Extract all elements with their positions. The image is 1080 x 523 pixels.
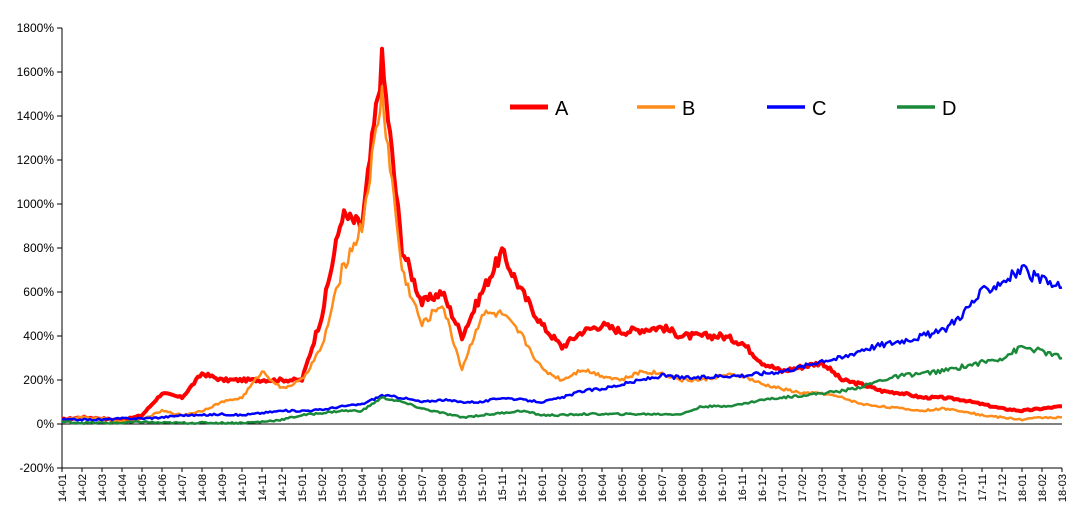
series-layer <box>61 46 1063 426</box>
x-tick-label: 16-01 <box>537 474 549 502</box>
x-tick-label: 18-01 <box>1017 474 1029 502</box>
y-tick-label: 1600% <box>17 65 55 79</box>
x-tick-label: 14-05 <box>137 474 149 502</box>
x-tick-label: 14-06 <box>157 474 169 502</box>
x-tick-label: 17-05 <box>857 474 869 502</box>
x-tick-label: 15-08 <box>437 474 449 502</box>
x-tick-label: 16-05 <box>617 474 629 502</box>
x-tick-label: 15-12 <box>517 474 529 502</box>
x-tick-label: 15-05 <box>377 474 389 502</box>
x-tick-label: 18-03 <box>1057 474 1069 502</box>
x-tick-label: 17-09 <box>937 474 949 502</box>
x-tick-label: 18-02 <box>1037 474 1049 502</box>
x-tick-label: 14-03 <box>97 474 109 502</box>
x-tick-label: 16-03 <box>577 474 589 502</box>
y-tick-label: 800% <box>23 241 54 255</box>
x-tick-label: 15-01 <box>297 474 309 502</box>
y-tick-label: 0% <box>37 417 55 431</box>
x-tick-label: 16-11 <box>737 474 749 501</box>
x-tick-label: 14-08 <box>197 474 209 502</box>
x-tick-label: 16-12 <box>757 474 769 502</box>
x-tick-label: 16-09 <box>697 474 709 502</box>
x-tick-label: 16-04 <box>597 474 609 502</box>
series-line-a <box>61 46 1063 424</box>
x-tick-label: 16-08 <box>677 474 689 502</box>
x-tick-label: 17-06 <box>877 474 889 502</box>
x-tick-label: 15-06 <box>397 474 409 502</box>
chart-axes: -200% 0% 200% 400% 600% 800% 1000% 1200% 1400% 16… <box>17 21 1069 502</box>
x-tick-label: 15-11 <box>497 474 509 501</box>
legend-label-b: B <box>682 98 695 120</box>
y-tick-label: 1800% <box>17 21 55 35</box>
x-tick-label: 15-10 <box>477 474 489 502</box>
x-tick-label: 17-07 <box>897 474 909 502</box>
x-tick-label: 14-11 <box>257 474 269 501</box>
x-tick-label: 17-11 <box>977 474 989 501</box>
x-tick-label: 16-02 <box>557 474 569 502</box>
x-tick-label: 15-03 <box>337 474 349 502</box>
x-tick-label: 17-01 <box>777 474 789 502</box>
x-tick-label: 17-10 <box>957 474 969 502</box>
series-line-d <box>61 344 1063 426</box>
x-tick-label: 14-12 <box>277 474 289 502</box>
x-tick-label: 15-02 <box>317 474 329 502</box>
x-tick-label: 17-02 <box>797 474 809 502</box>
y-tick-label: 200% <box>23 373 54 387</box>
y-tick-label: -200% <box>19 461 54 475</box>
x-tick-label: 17-08 <box>917 474 929 502</box>
x-tick-label: 15-09 <box>457 474 469 502</box>
x-tick-label: 17-12 <box>997 474 1009 502</box>
x-tick-label: 16-06 <box>637 474 649 502</box>
series-line-c <box>61 263 1063 422</box>
y-tick-label: 1400% <box>17 109 55 123</box>
series-line-b <box>61 85 1063 424</box>
x-tick-label: 14-07 <box>177 474 189 502</box>
legend-label-d: D <box>942 98 956 120</box>
x-tick-label: 17-03 <box>817 474 829 502</box>
x-tick-label: 14-10 <box>237 474 249 502</box>
y-tick-label: 400% <box>23 329 54 343</box>
legend-label-c: C <box>812 98 826 120</box>
x-tick-label: 14-01 <box>57 474 69 502</box>
y-tick-label: 1200% <box>17 153 55 167</box>
y-tick-label: 600% <box>23 285 54 299</box>
x-tick-label: 14-04 <box>117 474 129 502</box>
legend-label-a: A <box>555 98 569 120</box>
y-tick-label: 1000% <box>17 197 55 211</box>
x-tick-label: 14-09 <box>217 474 229 502</box>
x-tick-label: 15-04 <box>357 474 369 502</box>
x-tick-label: 15-07 <box>417 474 429 502</box>
x-tick-label: 17-04 <box>837 474 849 502</box>
x-tick-label: 16-10 <box>717 474 729 502</box>
x-tick-label: 16-07 <box>657 474 669 502</box>
chart-legend: A B C D <box>510 98 956 120</box>
x-tick-label: 14-02 <box>77 474 89 502</box>
